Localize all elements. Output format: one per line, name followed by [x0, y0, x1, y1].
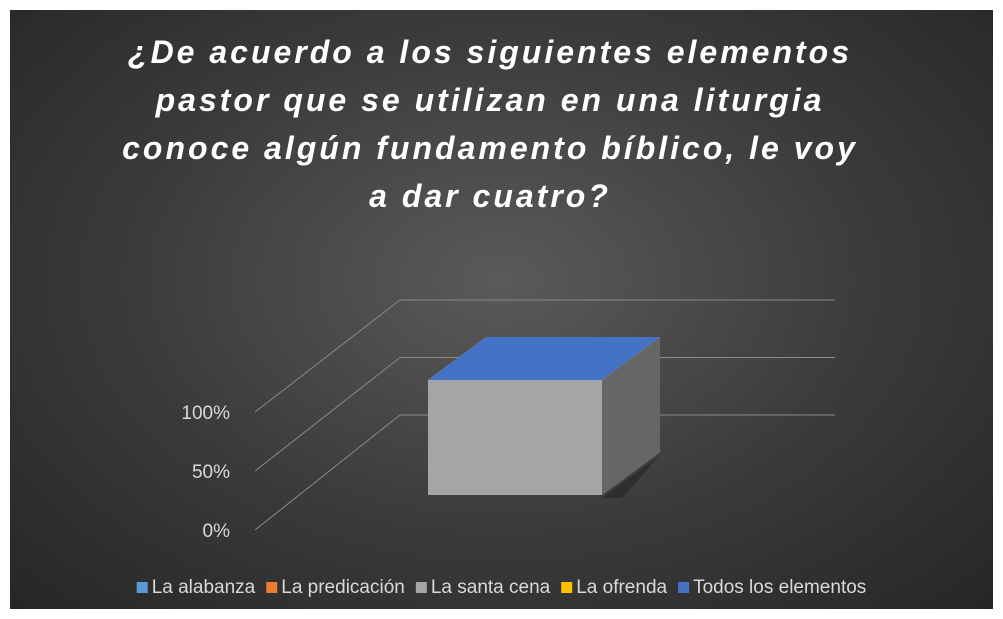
y-tick-label: 100%	[181, 403, 230, 424]
grid-line	[254, 299, 401, 413]
legend-label: La santa cena	[431, 577, 551, 598]
chart-title: ¿De acuerdo a los siguientes elementos p…	[122, 34, 858, 214]
legend-swatch	[678, 582, 690, 593]
bar-side	[602, 337, 660, 495]
legend-swatch	[266, 582, 278, 593]
legend-swatch	[136, 582, 148, 593]
bar-top	[428, 337, 660, 380]
legend-label: Todos los elementos	[693, 577, 866, 598]
y-tick-label: 0%	[203, 521, 231, 542]
legend-swatch	[415, 582, 427, 593]
legend-swatch	[561, 582, 573, 593]
grid-line	[254, 414, 401, 531]
legend-label: La predicación	[281, 577, 405, 598]
grid-line	[254, 357, 401, 472]
chart-area	[10, 10, 993, 609]
bar-front	[428, 380, 602, 495]
legend-label: La alabanza	[152, 577, 256, 598]
legend-label: La ofrenda	[576, 577, 667, 598]
y-tick-label: 50%	[192, 462, 230, 483]
